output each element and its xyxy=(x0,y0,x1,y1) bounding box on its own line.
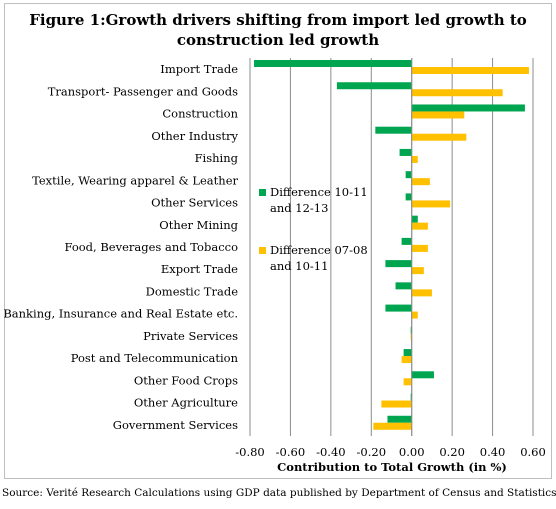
legend: Difference 10-11 and 12-13 Difference 07-0… xyxy=(259,185,368,273)
category-label: Private Services xyxy=(143,329,238,343)
bar-series-2 xyxy=(411,222,428,230)
x-tick-label: -0.60 xyxy=(276,445,306,459)
x-tick-label: -0.20 xyxy=(357,445,387,459)
x-tick-label: -0.80 xyxy=(235,445,265,459)
category-label: Government Services xyxy=(113,418,238,432)
bar-series-2 xyxy=(403,378,412,386)
x-tick-labels: -0.80 -0.60 -0.40 -0.20 0.00 0.20 0.40 0.60 xyxy=(235,445,546,459)
x-tick-label: -0.40 xyxy=(316,445,346,459)
bar-series-2 xyxy=(381,400,412,408)
bar-series-2 xyxy=(411,89,503,97)
category-label: Banking, Insurance and Real Estate etc. xyxy=(3,307,238,321)
bars xyxy=(254,60,529,430)
bar-series-1 xyxy=(254,60,412,67)
legend-label: Difference 07-08 xyxy=(270,243,368,257)
x-tick-label: 0.60 xyxy=(520,445,546,459)
category-label: Import Trade xyxy=(160,62,238,76)
category-label: Other Industry xyxy=(151,129,238,143)
bar-series-1 xyxy=(336,82,412,90)
chart-frame xyxy=(4,3,552,479)
bar-series-2 xyxy=(411,311,418,319)
bar-series-2 xyxy=(410,333,412,341)
bar-series-1 xyxy=(403,349,412,357)
x-axis-title: Contribution to Total Growth (in %) xyxy=(277,460,507,474)
bar-series-2 xyxy=(411,67,529,74)
bar-series-2 xyxy=(411,289,432,297)
category-label: Food, Beverages and Tobacco xyxy=(64,240,238,254)
bar-series-1 xyxy=(399,148,412,156)
bar-series-1 xyxy=(411,215,418,223)
bar-series-2 xyxy=(411,244,428,252)
chart-title: Figure 1:Growth drivers shifting from im… xyxy=(29,11,527,49)
category-label: Other Services xyxy=(151,196,238,210)
bar-series-1 xyxy=(405,193,412,201)
x-tick-label: 0.20 xyxy=(439,445,465,459)
category-label: Post and Telecommunication xyxy=(71,351,239,365)
bar-series-2 xyxy=(373,422,412,430)
x-tick-label: 0.00 xyxy=(399,445,425,459)
bar-series-1 xyxy=(410,326,412,334)
bar-series-2 xyxy=(411,155,418,163)
legend-swatch xyxy=(259,189,266,196)
category-label: Other Agriculture xyxy=(134,396,238,410)
category-labels: Import Trade Transport- Passenger and Goo… xyxy=(3,62,238,432)
x-tick-label: 0.40 xyxy=(480,445,506,459)
bar-series-1 xyxy=(375,126,412,134)
bar-series-1 xyxy=(405,171,412,179)
bar-series-2 xyxy=(411,267,424,275)
bar-series-1 xyxy=(387,415,412,423)
legend-swatch xyxy=(259,247,266,254)
bar-series-2 xyxy=(411,133,467,141)
category-label: Fishing xyxy=(195,151,239,165)
bar-series-1 xyxy=(385,260,412,268)
bar-series-2 xyxy=(411,200,451,208)
legend-label: and 10-11 xyxy=(270,259,328,273)
bar-series-1 xyxy=(410,393,412,401)
category-label: Export Trade xyxy=(161,262,238,276)
bar-series-1 xyxy=(411,371,434,379)
bar-series-1 xyxy=(395,282,412,290)
bar-series-1 xyxy=(385,304,412,312)
legend-label: Difference 10-11 xyxy=(270,185,368,199)
category-label: Construction xyxy=(162,107,238,121)
bar-series-2 xyxy=(411,111,465,119)
category-label: Other Mining xyxy=(159,218,238,232)
source-note: Source: Verité Research Calculations usi… xyxy=(2,487,556,499)
legend-label: and 12-13 xyxy=(270,201,328,215)
category-label: Domestic Trade xyxy=(146,284,239,298)
bar-series-2 xyxy=(411,178,430,186)
bar-series-1 xyxy=(411,104,525,112)
category-label: Transport- Passenger and Goods xyxy=(48,84,238,98)
bar-series-2 xyxy=(401,356,412,364)
bar-series-1 xyxy=(401,237,412,245)
category-label: Other Food Crops xyxy=(134,373,238,387)
category-label: Textile, Wearing apparel & Leather xyxy=(32,173,238,187)
